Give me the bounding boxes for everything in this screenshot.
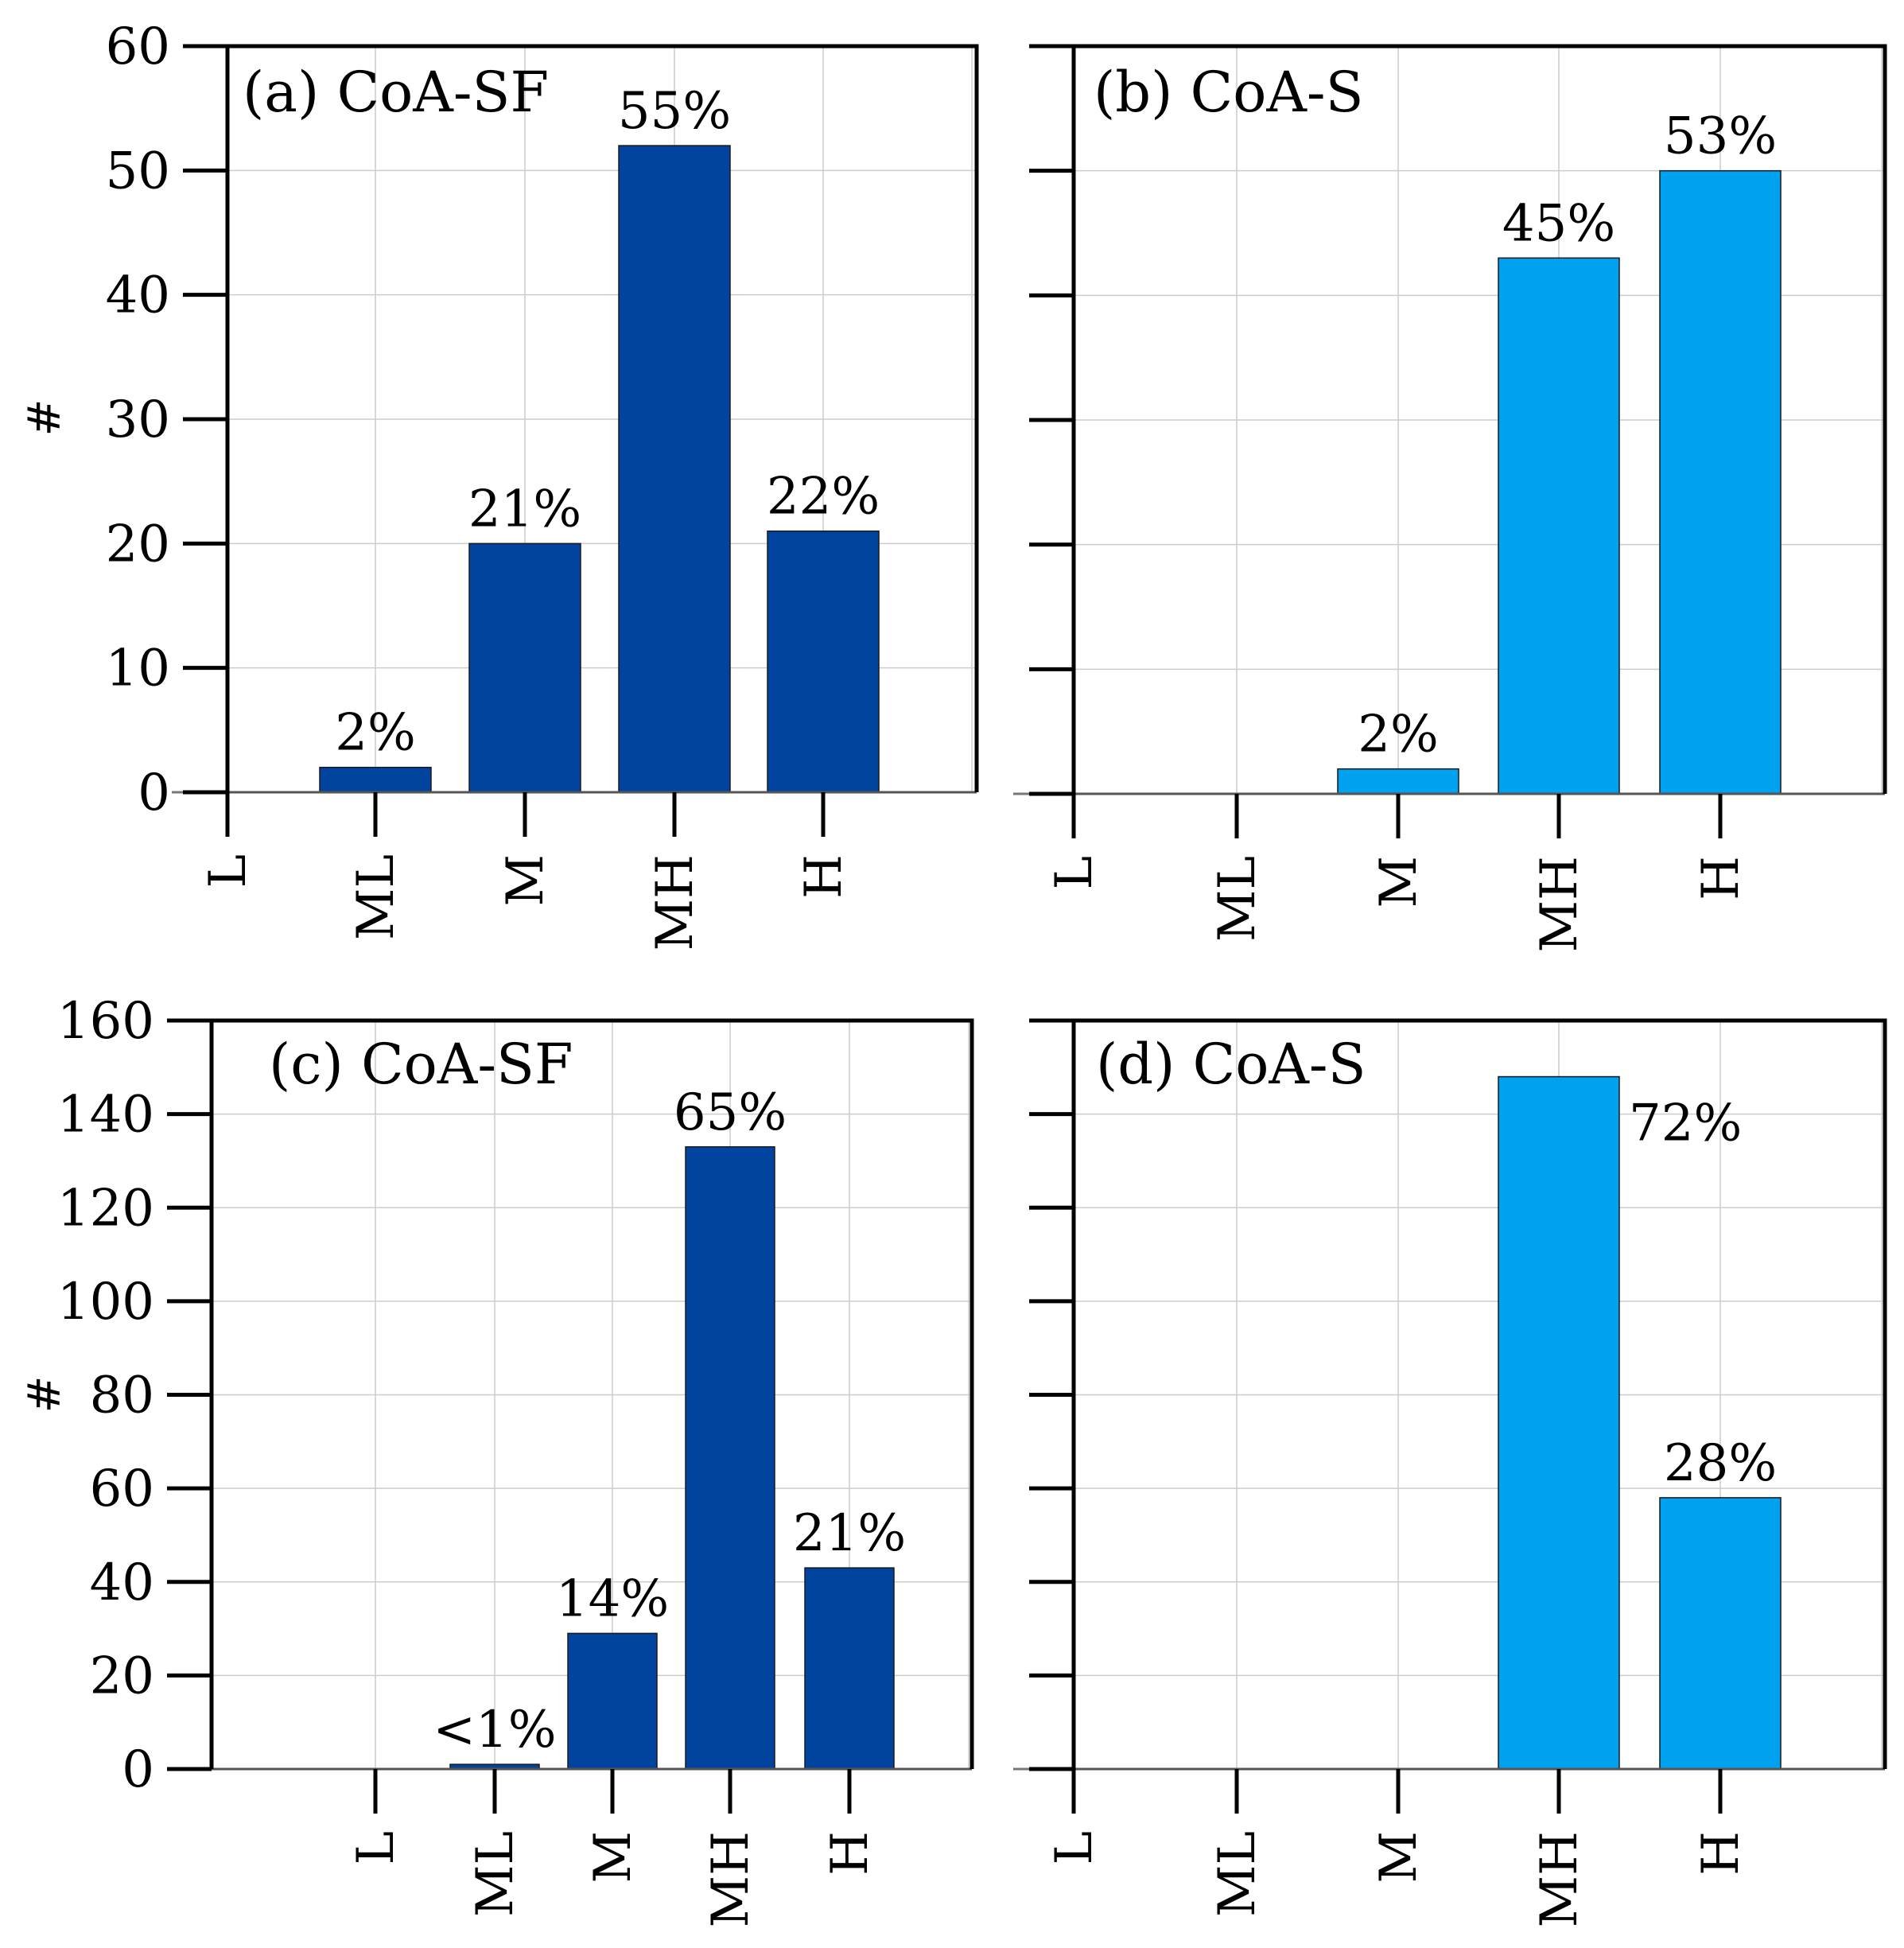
y-axis-label: # bbox=[19, 1376, 71, 1413]
x-tick-label: M bbox=[1370, 1831, 1428, 1884]
bar-MH bbox=[1498, 257, 1620, 795]
bar-ML bbox=[319, 766, 432, 793]
x-tick-label: ML bbox=[347, 854, 406, 940]
bar-M bbox=[468, 542, 581, 793]
bar-MH bbox=[618, 145, 731, 793]
bar-H bbox=[804, 1567, 895, 1770]
y-tick-label: 40 bbox=[90, 1553, 154, 1612]
bar-data-label: 21% bbox=[468, 480, 581, 539]
bar-H bbox=[1659, 1497, 1782, 1770]
x-tick-label: ML bbox=[466, 1831, 525, 1917]
bar-MH bbox=[685, 1146, 775, 1770]
bar-data-label: 2% bbox=[1358, 706, 1439, 764]
bar-MH bbox=[1498, 1075, 1620, 1770]
bar-data-label: 65% bbox=[674, 1083, 787, 1142]
x-tick-label: MH bbox=[701, 1831, 760, 1927]
bar-data-label: 53% bbox=[1664, 107, 1777, 166]
bar-data-label: 72% bbox=[1629, 1095, 1742, 1153]
bar-M bbox=[567, 1632, 658, 1770]
bar-data-label: 55% bbox=[618, 82, 731, 141]
y-tick-label: 30 bbox=[106, 391, 170, 449]
x-tick-label: L bbox=[1045, 856, 1104, 890]
y-tick-label: 0 bbox=[138, 764, 170, 822]
y-tick-label: 120 bbox=[57, 1179, 154, 1238]
y-tick-label: 0 bbox=[122, 1740, 154, 1799]
x-tick-label: L bbox=[1045, 1831, 1104, 1865]
panel-title: (a) CoA-SF bbox=[243, 60, 549, 125]
chart-panel-b: 2% 45% 53% L ML M MH H (b) CoA-S bbox=[1013, 44, 1887, 952]
y-tick-label: 160 bbox=[57, 992, 154, 1051]
x-tick-label: L bbox=[199, 854, 258, 888]
y-tick-label: 60 bbox=[106, 17, 170, 76]
bar-data-label: 21% bbox=[793, 1504, 906, 1563]
bar-data-label: 14% bbox=[556, 1569, 669, 1628]
bar-H bbox=[767, 530, 880, 793]
bar-data-label: <1% bbox=[433, 1701, 556, 1759]
y-tick-label: 100 bbox=[57, 1273, 154, 1332]
x-tick-label: H bbox=[795, 854, 853, 899]
bar-H bbox=[1659, 169, 1782, 795]
bar-data-label: 45% bbox=[1502, 194, 1615, 253]
x-tick-label: H bbox=[1692, 856, 1751, 900]
x-tick-label: M bbox=[1370, 856, 1428, 908]
x-tick-label: MH bbox=[646, 854, 705, 951]
x-tick-label: H bbox=[1692, 1831, 1751, 1876]
x-tick-label: M bbox=[496, 854, 555, 907]
y-tick-label: 50 bbox=[106, 142, 170, 200]
panel-title: (c) CoA-SF bbox=[269, 1032, 573, 1097]
y-axis-label: # bbox=[19, 399, 71, 437]
x-tick-label: MH bbox=[1530, 1831, 1589, 1927]
x-tick-label: L bbox=[347, 1831, 406, 1865]
y-tick-label: 60 bbox=[90, 1460, 154, 1518]
chart-panel-d: 72% 28% L ML M MH H (d) CoA-S bbox=[1013, 1018, 1887, 1927]
bar-data-label: 22% bbox=[767, 468, 880, 527]
panel-title: (d) CoA-S bbox=[1096, 1032, 1366, 1097]
y-tick-label: 80 bbox=[90, 1367, 154, 1425]
x-tick-label: ML bbox=[1208, 1831, 1267, 1917]
chart-panel-c: <1% 14% 65% 21% 0 20 40 60 80 100 120 140 160 L ML M MH H… bbox=[19, 992, 974, 1927]
x-tick-label: ML bbox=[1208, 856, 1267, 942]
x-tick-label: H bbox=[821, 1831, 880, 1876]
panel-title: (b) CoA-S bbox=[1094, 60, 1364, 125]
x-tick-label: M bbox=[584, 1831, 643, 1884]
bar-M bbox=[1337, 768, 1459, 795]
y-tick-label: 140 bbox=[57, 1086, 154, 1145]
y-tick-label: 10 bbox=[106, 640, 170, 698]
y-tick-label: 20 bbox=[90, 1647, 154, 1705]
bar-data-label: 2% bbox=[335, 704, 416, 763]
y-tick-label: 40 bbox=[106, 266, 170, 325]
x-tick-label: MH bbox=[1530, 856, 1589, 952]
chart-panel-a: 2% 21% 55% 22% 0 10 20 30 40 50 60 L ML M MH H (a) CoA-S… bbox=[19, 17, 979, 951]
bar-data-label: 28% bbox=[1664, 1434, 1777, 1493]
y-tick-label: 20 bbox=[106, 515, 170, 574]
